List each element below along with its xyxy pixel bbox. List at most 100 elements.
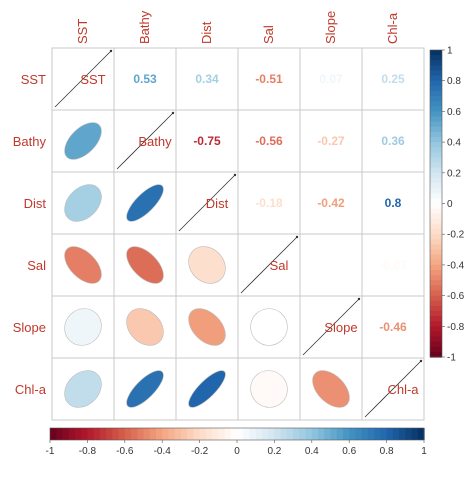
colorbar-right-segment [430,70,442,77]
column-label: Sal [261,25,276,44]
colorbar-right-segment [430,331,442,338]
colorbar-right-segment [430,80,442,87]
colorbar-right-segment [430,147,442,153]
colorbar-right-segment [430,65,442,72]
column-labels: SST Bathy Dist Sal Slope Chl-a [75,10,400,44]
colorbar-bottom-segment [367,428,375,440]
colorbar-bottom-tick-label: -0.2 [191,446,209,457]
diagonal-label: Sal [270,258,289,273]
colorbar-bottom-tick-label: 0 [234,446,240,457]
colorbar-bottom-segment [293,428,300,440]
row-label: Slope [13,320,46,335]
colorbar-right-tick-label: -0.8 [447,322,465,333]
colorbar-right-segment [430,229,442,235]
row-label: Bathy [13,134,47,149]
colorbar-bottom-segment [212,428,219,440]
colorbar-bottom-tick-label: 0.2 [267,446,281,457]
coefficient-label: -0.27 [317,134,345,148]
diagonal-line-end [419,359,423,363]
matrix-cells: SST 0.53 0.34 -0.51 0.07 0.25 Bathy -0.75 -0.56 -… [51,47,425,421]
colorbar-bottom-segment [305,428,313,440]
colorbar-right-tick-label: -0.4 [447,260,465,271]
colorbar-bottom-segment [56,428,64,440]
colorbar-bottom-segment [162,428,170,440]
colorbar-right-segment [430,116,442,123]
correlation-ellipse [64,246,102,284]
correlation-ellipse [64,122,102,160]
colorbar-right-tick-label: 0 [447,199,453,210]
correlation-ellipse [250,308,288,346]
coefficient-label: -0.75 [193,134,221,148]
correlation-ellipse [312,370,350,408]
colorbar-right-tick-label: 0.8 [447,76,461,87]
colorbar-right-segment [430,280,442,286]
colorbar-right-tick-label: -0.6 [447,291,465,302]
diagonal-line [364,360,422,418]
colorbar-bottom-segment [355,428,363,440]
colorbar-bottom-segment [392,428,400,440]
colorbar-bottom-tick-label: 0.8 [380,446,394,457]
colorbar-bottom-segment [380,428,388,440]
colorbar-bottom-tick-label: -0.6 [116,446,134,457]
colorbar-right-tick-label: 0.4 [447,138,461,149]
colorbar-right-segment [430,208,442,215]
colorbar-bottom-segment [268,428,275,440]
colorbar-bottom-segment [411,428,419,440]
colorbar-bottom-segment [405,428,413,440]
colorbar-right-segment [430,300,442,307]
coefficient-label: 0.8 [385,196,402,210]
colorbar-bottom-segment [280,428,288,440]
colorbar-right-segment [430,295,442,302]
colorbar-right-segment [430,101,442,107]
colorbar-bottom-segment [218,428,226,440]
colorbar-bottom-segment [68,428,76,440]
matrix-cell [299,233,363,297]
colorbar-right-segment [430,152,442,159]
coefficient-label: 0.36 [381,134,405,148]
diagonal-line-end [109,49,113,53]
diagonal-line-end [171,111,175,115]
row-label: SST [21,72,46,87]
colorbar-bottom-segment [137,428,145,440]
colorbar-bottom-segment [336,428,344,440]
colorbar-right-segment [430,126,442,133]
colorbar-bottom-segment [112,428,120,440]
colorbar-bottom-segment [81,428,88,440]
colorbar-bottom-segment [87,428,95,440]
colorbar-right-segment [430,183,442,189]
colorbar-bottom-segment [318,428,325,440]
colorbar-right-tick-label: -0.2 [447,230,465,241]
colorbar-bottom-segment [155,428,163,440]
colorbar-bottom-segment [168,428,176,440]
colorbar-right-tick-label: -1 [447,353,456,364]
colorbar-right-segment [430,131,442,138]
diagonal-line-end [295,235,299,239]
colorbar-bottom-segment [374,428,381,440]
colorbar-right-segment [430,90,442,97]
colorbar-bottom-tick-label: -1 [46,446,55,457]
colorbar-right-segment [430,259,442,266]
diagonal-line [302,298,360,356]
colorbar-right-segment [430,290,442,297]
colorbar-right-segment [430,326,442,333]
coefficient-label: 0.34 [195,72,219,86]
diagonal-line-end [233,173,237,177]
colorbar-bottom-segment [143,428,151,440]
colorbar-right-segment [430,249,442,256]
diagonal-label: Dist [206,196,229,211]
colorbar-bottom-segment [124,428,132,440]
colorbar-bottom-segment [174,428,182,440]
coefficient-label: 0.25 [381,72,405,86]
colorbar-bottom-segment [261,428,269,440]
colorbar-right-segment [430,55,442,61]
colorbar-bottom-tick-label: -0.4 [154,446,172,457]
colorbar-bottom-segment [249,428,257,440]
colorbar-right-segment [430,223,442,230]
row-label: Sal [27,258,46,273]
correlation-ellipse [64,308,102,346]
colorbar-bottom-segment [224,428,232,440]
colorbar-right-segment [430,218,442,225]
correlation-ellipse [126,246,164,284]
colorbar-right-segment [430,275,442,281]
correlation-ellipse [126,308,164,346]
